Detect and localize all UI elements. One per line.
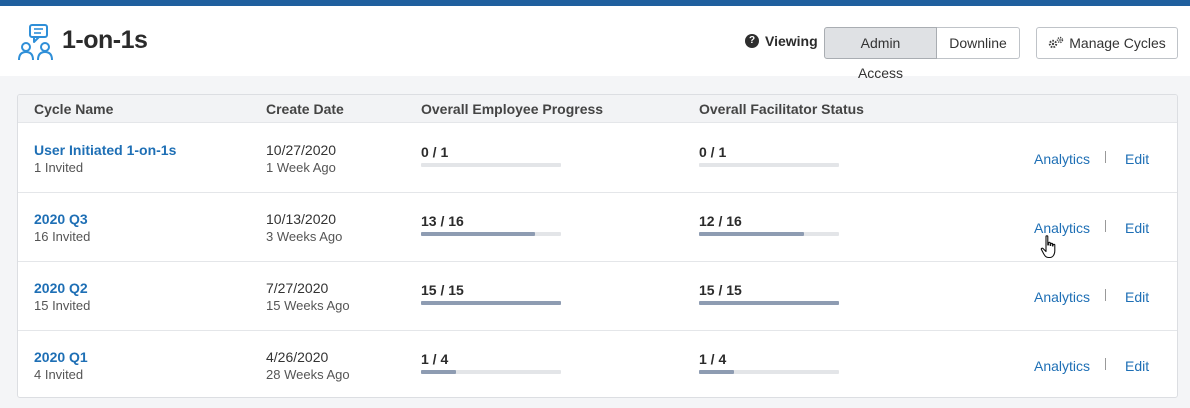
downline-button[interactable]: Downline	[937, 27, 1020, 59]
create-date: 4/26/2020	[266, 349, 329, 365]
employee-progress-bar	[421, 370, 561, 374]
invited-count: 1 Invited	[34, 160, 84, 175]
cycle-name-link[interactable]: 2020 Q2	[34, 280, 88, 296]
edit-link[interactable]: Edit	[1125, 220, 1150, 236]
cycle-name-link[interactable]: User Initiated 1-on-1s	[34, 142, 177, 158]
table-row: 2020 Q2 15 Invited 7/27/2020 15 Weeks Ag…	[18, 262, 1177, 331]
facilitator-status-text: 12 / 16	[699, 213, 742, 229]
invited-count: 4 Invited	[34, 367, 84, 382]
analytics-link[interactable]: Analytics	[1034, 289, 1091, 305]
edit-link[interactable]: Edit	[1125, 289, 1150, 305]
employee-progress-text: 15 / 15	[421, 282, 464, 298]
employee-progress-text: 13 / 16	[421, 213, 464, 229]
employee-progress-fill	[421, 370, 456, 374]
question-circle-icon[interactable]: ?	[745, 34, 759, 48]
cycles-table: Cycle Name Create Date Overall Employee …	[17, 94, 1178, 398]
create-date-ago: 3 Weeks Ago	[266, 229, 343, 244]
table-header: Cycle Name Create Date Overall Employee …	[18, 95, 1177, 123]
link-divider	[1105, 289, 1106, 301]
employee-progress-text: 0 / 1	[421, 144, 449, 160]
create-date: 10/27/2020	[266, 142, 337, 158]
facilitator-status-text: 15 / 15	[699, 282, 742, 298]
view-toggle: Admin Access Downline	[824, 27, 1020, 81]
link-divider	[1105, 220, 1106, 232]
facilitator-progress-fill	[699, 370, 734, 374]
edit-link[interactable]: Edit	[1125, 358, 1150, 374]
admin-access-button[interactable]: Admin Access	[824, 27, 937, 81]
analytics-link[interactable]: Analytics	[1034, 220, 1091, 236]
create-date-ago: 28 Weeks Ago	[266, 367, 350, 382]
edit-link[interactable]: Edit	[1125, 151, 1150, 167]
create-date: 10/13/2020	[266, 211, 337, 227]
invited-count: 16 Invited	[34, 229, 91, 244]
link-divider	[1105, 151, 1106, 163]
column-header-create-date: Create Date	[266, 101, 344, 117]
hand-pointer-cursor-icon	[1040, 235, 1056, 259]
page-header: 1-on-1s ? Viewing Admin Access Downline …	[0, 6, 1190, 81]
employee-progress-bar	[421, 301, 561, 305]
top-accent-bar	[0, 0, 1190, 6]
employee-progress-fill	[421, 301, 561, 305]
employee-progress-fill	[421, 232, 535, 236]
conversation-people-icon	[18, 24, 53, 61]
employee-progress-bar	[421, 163, 561, 167]
facilitator-progress-fill	[699, 232, 804, 236]
facilitator-status-text: 1 / 4	[699, 351, 727, 367]
page-title: 1-on-1s	[62, 26, 148, 54]
cycle-name-link[interactable]: 2020 Q1	[34, 349, 88, 365]
facilitator-progress-fill	[699, 301, 839, 305]
manage-cycles-button[interactable]: Manage Cycles	[1036, 27, 1178, 59]
table-row: 2020 Q1 4 Invited 4/26/2020 28 Weeks Ago…	[18, 331, 1177, 397]
employee-progress-bar	[421, 232, 561, 236]
analytics-link[interactable]: Analytics	[1034, 358, 1091, 374]
facilitator-progress-bar	[699, 301, 839, 305]
cycle-name-link[interactable]: 2020 Q3	[34, 211, 88, 227]
link-divider	[1105, 358, 1106, 370]
create-date-ago: 1 Week Ago	[266, 160, 336, 175]
facilitator-progress-bar	[699, 163, 839, 167]
column-header-facilitator-status: Overall Facilitator Status	[699, 101, 864, 117]
column-header-employee-progress: Overall Employee Progress	[421, 101, 604, 117]
invited-count: 15 Invited	[34, 298, 91, 313]
facilitator-status-text: 0 / 1	[699, 144, 727, 160]
employee-progress-text: 1 / 4	[421, 351, 449, 367]
facilitator-progress-bar	[699, 232, 839, 236]
gears-icon	[1049, 36, 1064, 49]
manage-cycles-label: Manage Cycles	[1069, 35, 1166, 51]
viewing-label: Viewing	[765, 33, 818, 49]
facilitator-progress-bar	[699, 370, 839, 374]
analytics-link[interactable]: Analytics	[1034, 151, 1091, 167]
column-header-cycle-name: Cycle Name	[34, 101, 114, 117]
create-date: 7/27/2020	[266, 280, 329, 296]
create-date-ago: 15 Weeks Ago	[266, 298, 350, 313]
table-row: 2020 Q3 16 Invited 10/13/2020 3 Weeks Ag…	[18, 193, 1177, 262]
table-row: User Initiated 1-on-1s 1 Invited 10/27/2…	[18, 124, 1177, 193]
